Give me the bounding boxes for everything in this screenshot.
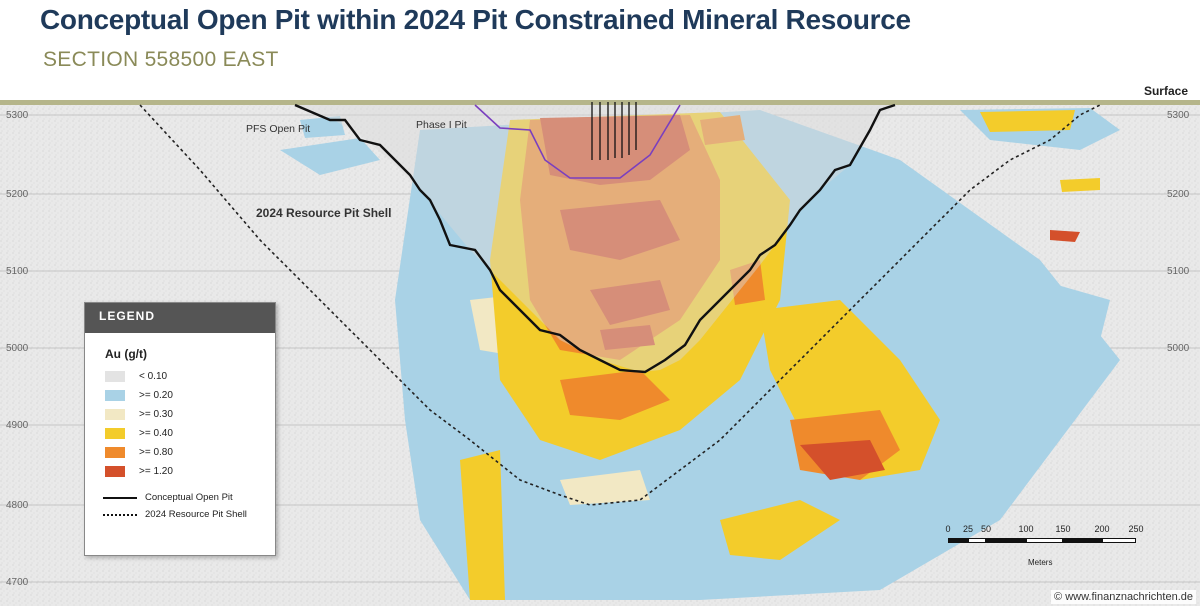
scale-segment — [948, 538, 968, 543]
legend-grades: < 0.10 >= 0.20 >= 0.30 >= 0.40 >= 0.80 >… — [85, 367, 275, 481]
scale-tick: 50 — [980, 524, 992, 534]
elev-left-5300: 5300 — [6, 110, 29, 121]
page-title: Conceptual Open Pit within 2024 Pit Cons… — [40, 4, 911, 35]
legend-row: >= 1.20 — [105, 462, 275, 481]
legend-row: < 0.10 — [105, 367, 275, 386]
legend-row: >= 0.30 — [105, 405, 275, 424]
section-subtitle: SECTION 558500 EAST — [43, 48, 279, 71]
elev-right-5000: 5000 — [1167, 343, 1190, 354]
legend-line-row: 2024 Resource Pit Shell — [103, 506, 275, 523]
scale-tick: 200 — [1094, 524, 1110, 534]
elev-left-4800: 4800 — [6, 500, 29, 511]
legend-row: >= 0.20 — [105, 386, 275, 405]
scale-unit: Meters — [1028, 558, 1053, 567]
scale-tick: 150 — [1055, 524, 1071, 534]
elevation-labels-right: 5300 5200 5100 5000 — [1167, 110, 1190, 354]
legend-panel: LEGEND Au (g/t) < 0.10 >= 0.20 >= 0.30 >… — [84, 302, 276, 556]
legend-swatch — [105, 371, 125, 382]
legend-label: >= 0.20 — [139, 390, 173, 401]
legend-line-label: Conceptual Open Pit — [145, 492, 233, 503]
scale-tick: 0 — [945, 524, 951, 534]
legend-label: >= 1.20 — [139, 466, 173, 477]
phase1-pit-line — [474, 104, 681, 179]
scale-segment — [986, 538, 1026, 543]
scale-tick: 100 — [1018, 524, 1034, 534]
legend-swatch — [105, 409, 125, 420]
scale-segment — [1102, 538, 1136, 543]
legend-swatch — [105, 428, 125, 439]
scale-tick: 25 — [962, 524, 974, 534]
elev-left-5200: 5200 — [6, 189, 29, 200]
legend-unit: Au (g/t) — [105, 347, 147, 361]
legend-line-label: 2024 Resource Pit Shell — [145, 509, 247, 520]
conceptual-open-pit-line — [294, 103, 896, 374]
elev-right-5100: 5100 — [1167, 266, 1190, 277]
scale-segment — [1063, 538, 1102, 543]
legend-line-row: Conceptual Open Pit — [103, 489, 275, 506]
elev-left-4700: 4700 — [6, 577, 29, 588]
resource-shell-label: 2024 Resource Pit Shell — [256, 206, 391, 220]
resource-pit-shell-line — [139, 104, 1101, 506]
legend-swatch — [105, 466, 125, 477]
elev-left-5000: 5000 — [6, 343, 29, 354]
legend-label: >= 0.30 — [139, 409, 173, 420]
legend-swatch — [105, 447, 125, 458]
legend-row: >= 0.80 — [105, 443, 275, 462]
elevation-labels-left: 5300 5200 5100 5000 4900 4800 4700 — [6, 110, 29, 588]
legend-label: >= 0.80 — [139, 447, 173, 458]
conceptual-pit-fill — [295, 105, 895, 372]
elev-right-5200: 5200 — [1167, 189, 1190, 200]
elev-left-5100: 5100 — [6, 266, 29, 277]
legend-label: >= 0.40 — [139, 428, 173, 439]
surface-label: Surface — [1143, 84, 1188, 98]
scale-tick: 250 — [1128, 524, 1144, 534]
elev-left-4900: 4900 — [6, 420, 29, 431]
watermark: © www.finanznachrichten.de — [1051, 590, 1196, 604]
pfs-open-pit-label: PFS Open Pit — [246, 123, 310, 135]
dotted-line-sample — [103, 513, 137, 516]
legend-title: LEGEND — [85, 303, 275, 333]
legend-swatch — [105, 390, 125, 401]
elev-right-5300: 5300 — [1167, 110, 1190, 121]
scale-segment — [968, 538, 986, 543]
drill-holes — [591, 102, 637, 160]
scale-segment — [1026, 538, 1063, 543]
legend-label: < 0.10 — [139, 371, 168, 382]
legend-row: >= 0.40 — [105, 424, 275, 443]
scale-bar: 0 25 50 100 150 200 250 Meters — [942, 524, 1144, 574]
phase1-pit-label: Phase I Pit — [416, 119, 467, 131]
solid-line-sample — [103, 496, 137, 499]
